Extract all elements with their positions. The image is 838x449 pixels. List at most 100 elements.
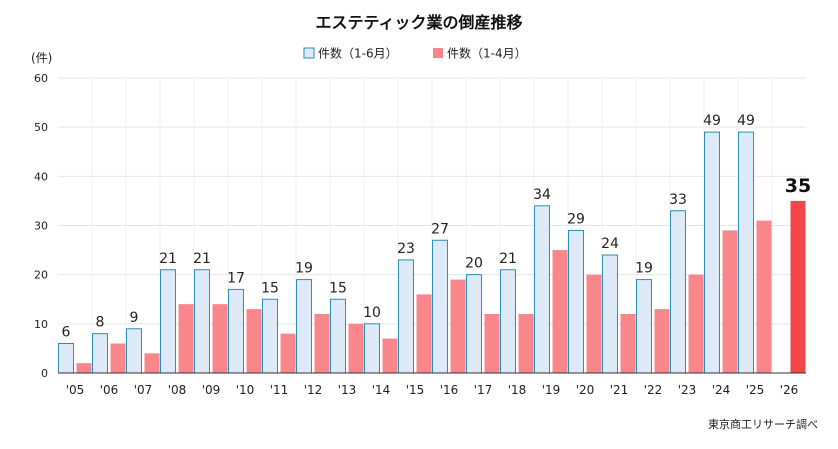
data-label-series-1: 6 bbox=[62, 325, 71, 341]
data-label-series-1: 24 bbox=[601, 236, 619, 252]
x-tick-label: '22 bbox=[644, 383, 663, 397]
data-label-series-1: 21 bbox=[159, 251, 177, 267]
x-tick-label: '11 bbox=[270, 383, 289, 397]
bar-series-2 bbox=[76, 363, 92, 373]
x-tick-label: '17 bbox=[474, 383, 493, 397]
y-tick-label: 60 bbox=[34, 72, 48, 85]
legend: 件数（1-6月） 件数（1-4月） bbox=[303, 46, 527, 61]
y-axis-ticks: 0 10 20 30 40 50 60 bbox=[34, 72, 48, 380]
bar-series-2 bbox=[450, 279, 466, 373]
bar-series-2 bbox=[552, 250, 568, 373]
data-label-series-1: 19 bbox=[635, 261, 653, 277]
x-tick-label: '21 bbox=[610, 383, 629, 397]
x-tick-label: '24 bbox=[712, 383, 731, 397]
x-tick-label: '25 bbox=[746, 383, 765, 397]
bar-series-2 bbox=[416, 294, 432, 373]
x-tick-label: '08 bbox=[168, 383, 187, 397]
bar-series-1 bbox=[568, 229, 584, 374]
x-tick-label: '09 bbox=[202, 383, 221, 397]
bar-series-2 bbox=[178, 304, 194, 373]
bar-series-1 bbox=[704, 131, 720, 374]
bar-series-2 bbox=[348, 323, 364, 373]
bars bbox=[58, 131, 806, 374]
legend-label-series-2: 件数（1-4月） bbox=[447, 46, 527, 61]
x-tick-label: '14 bbox=[372, 383, 391, 397]
bar-series-2 bbox=[654, 309, 670, 373]
bar-series-2 bbox=[688, 274, 704, 373]
y-tick-label: 40 bbox=[34, 170, 48, 183]
bar-series-1 bbox=[126, 328, 142, 374]
x-tick-label: '19 bbox=[542, 383, 561, 397]
x-tick-label: '26 bbox=[780, 383, 799, 397]
bar-series-1 bbox=[534, 205, 550, 374]
bar-series-2 bbox=[212, 304, 228, 373]
x-tick-label: '18 bbox=[508, 383, 527, 397]
bar-series-1 bbox=[364, 323, 380, 374]
bar-series-1 bbox=[296, 279, 312, 374]
x-tick-label: '07 bbox=[134, 383, 153, 397]
data-label-series-1: 34 bbox=[533, 187, 551, 203]
bar-series-1 bbox=[738, 131, 754, 374]
x-tick-label: '13 bbox=[338, 383, 357, 397]
bar-series-1 bbox=[194, 269, 210, 374]
y-tick-label: 0 bbox=[41, 367, 48, 380]
bar-series-2 bbox=[110, 343, 126, 373]
legend-swatch-series-2 bbox=[433, 48, 443, 58]
data-label-series-1: 10 bbox=[363, 305, 381, 321]
y-tick-label: 10 bbox=[34, 318, 48, 331]
data-label-series-1: 8 bbox=[96, 315, 105, 331]
bar-series-2 bbox=[484, 314, 500, 373]
x-axis-ticks: '05 '06 '07 '08 '09 '10 '11 '12 '13 '14 '15 '16 '17 '… bbox=[66, 383, 799, 397]
legend-label-series-1: 件数（1-6月） bbox=[318, 46, 398, 61]
bar-series-2 bbox=[722, 230, 738, 373]
data-label-series-1: 49 bbox=[737, 113, 755, 129]
x-tick-label: '05 bbox=[66, 383, 85, 397]
data-label-series-1: 15 bbox=[261, 280, 279, 296]
x-tick-label: '23 bbox=[678, 383, 697, 397]
bar-series-2 bbox=[382, 338, 398, 373]
bar-series-1 bbox=[330, 298, 346, 374]
bar-series-1 bbox=[398, 259, 414, 374]
bar-series-1 bbox=[466, 274, 482, 374]
bar-series-2 bbox=[246, 309, 262, 373]
y-axis-unit-label: (件) bbox=[31, 51, 52, 65]
bar-series-2 bbox=[280, 333, 296, 373]
bar-series-1 bbox=[602, 254, 618, 374]
data-label-series-1: 33 bbox=[669, 192, 687, 208]
data-label-series-1: 9 bbox=[130, 310, 139, 326]
bar-series-2 bbox=[756, 220, 772, 373]
bar-series-1 bbox=[58, 343, 74, 374]
data-label-series-1: 20 bbox=[465, 256, 483, 272]
bar-series-2 bbox=[586, 274, 602, 373]
data-label-series-1: 21 bbox=[499, 251, 517, 267]
bar-series-1 bbox=[92, 333, 108, 374]
data-label-series-1: 21 bbox=[193, 251, 211, 267]
bar-series-2 bbox=[314, 314, 330, 373]
chart-title: エステティック業の倒産推移 bbox=[315, 13, 522, 32]
x-tick-label: '06 bbox=[100, 383, 119, 397]
data-label-series-1: 17 bbox=[227, 270, 245, 286]
data-label-series-1: 19 bbox=[295, 261, 313, 277]
x-tick-label: '10 bbox=[236, 383, 255, 397]
bar-series-2 bbox=[518, 314, 534, 373]
bar-series-1 bbox=[432, 239, 448, 374]
bar-series-1 bbox=[262, 298, 278, 374]
x-tick-label: '20 bbox=[576, 383, 595, 397]
data-label-series-1: 29 bbox=[567, 211, 585, 227]
source-note: 東京商工リサーチ調べ bbox=[708, 417, 818, 431]
data-label-series-1: 49 bbox=[703, 113, 721, 129]
y-tick-label: 20 bbox=[34, 269, 48, 282]
data-label-series-1: 27 bbox=[431, 221, 449, 237]
bar-series-2 bbox=[790, 200, 806, 373]
bar-series-1 bbox=[636, 279, 652, 374]
bar-series-2 bbox=[144, 353, 160, 373]
data-label-series-1: 23 bbox=[397, 241, 415, 257]
x-tick-label: '12 bbox=[304, 383, 323, 397]
y-tick-label: 50 bbox=[34, 121, 48, 134]
bar-series-1 bbox=[160, 269, 176, 374]
legend-swatch-series-1 bbox=[303, 47, 315, 59]
data-labels: 6 8 9 21 21 17 15 19 15 10 23 27 20 21 34 29 24 19 33 49 49 3… bbox=[62, 113, 812, 340]
bar-series-1 bbox=[670, 210, 686, 374]
bar-series-1 bbox=[500, 269, 516, 374]
